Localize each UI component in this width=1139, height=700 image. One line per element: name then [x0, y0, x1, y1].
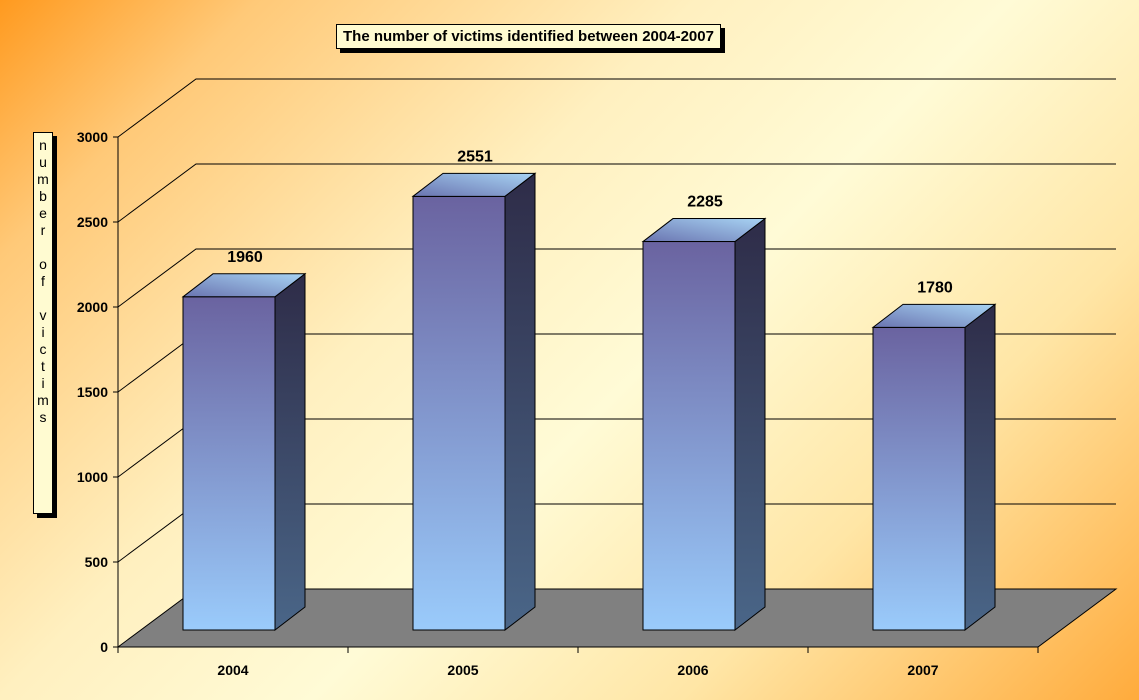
- bar-front: [182, 296, 276, 631]
- bar-side: [734, 217, 766, 632]
- data-label: 1960: [227, 249, 263, 266]
- y-axis-label-char: u: [39, 154, 47, 170]
- gridline: [117, 248, 1116, 308]
- axes: 0 500 1000 1500 2000 2500 3000: [77, 129, 1039, 655]
- data-label: 1780: [917, 279, 953, 296]
- gridline: [117, 163, 1116, 223]
- gridline: [117, 78, 1116, 138]
- x-tick-label: 2005: [447, 662, 478, 678]
- y-axis-label-char: i: [41, 324, 45, 340]
- bars: [181, 172, 997, 632]
- x-tick-label: 2004: [217, 662, 248, 678]
- y-axis-label-char: e: [39, 205, 47, 221]
- data-label: 2551: [457, 148, 493, 165]
- bar-2004: [181, 272, 307, 632]
- bar-2007: [871, 303, 997, 632]
- bar-side: [274, 272, 306, 632]
- y-tick-label: 2000: [77, 299, 108, 315]
- chart-title: The number of victims identified between…: [336, 24, 721, 49]
- bar-front: [642, 241, 736, 631]
- bar-2006: [641, 217, 767, 632]
- y-axis-label-char: c: [39, 341, 47, 357]
- y-axis-label-char: m: [37, 171, 49, 187]
- y-axis-label-char: v: [39, 307, 47, 323]
- bar-top: [411, 172, 537, 197]
- labels: 1960 2004 2551 2005 2285 2006 1780 2007: [217, 148, 952, 678]
- y-tick-label: 0: [100, 639, 108, 655]
- y-axis-label-char: [41, 290, 45, 307]
- y-axis-label-char: s: [39, 409, 47, 425]
- y-axis-label-char: b: [39, 188, 47, 204]
- y-axis-label-char: t: [41, 358, 45, 374]
- y-tick-label: 500: [85, 554, 109, 570]
- y-axis-label-char: [41, 239, 45, 256]
- bar-top: [641, 218, 767, 243]
- y-tick-label: 1000: [77, 469, 108, 485]
- x-tick-label: 2007: [907, 662, 938, 678]
- bar-side: [964, 303, 996, 632]
- x-tick-label: 2006: [677, 662, 708, 678]
- y-axis-label-char: f: [41, 273, 45, 289]
- y-tick-label: 1500: [77, 384, 108, 400]
- y-tick-label: 3000: [77, 129, 108, 145]
- bar-side: [504, 172, 536, 632]
- y-axis-label-char: n: [39, 137, 47, 153]
- bar-front: [412, 195, 506, 631]
- bar-2005: [411, 172, 537, 632]
- bar-top: [871, 303, 997, 328]
- y-axis-label-char: r: [40, 222, 46, 238]
- bar-top: [181, 273, 307, 298]
- y-axis-label-char: i: [41, 375, 45, 391]
- y-axis-label-char: m: [37, 392, 49, 408]
- y-tick-label: 2500: [77, 214, 108, 230]
- data-label: 2285: [687, 194, 723, 211]
- bar-front: [872, 326, 966, 631]
- y-axis-label-char: o: [39, 256, 47, 272]
